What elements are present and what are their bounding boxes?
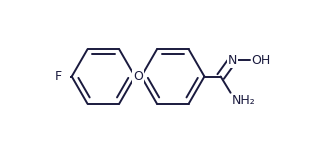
Text: O: O xyxy=(133,70,143,83)
Text: NH₂: NH₂ xyxy=(231,94,255,107)
Text: N: N xyxy=(228,54,237,67)
Text: F: F xyxy=(55,70,62,83)
Text: OH: OH xyxy=(251,54,271,67)
